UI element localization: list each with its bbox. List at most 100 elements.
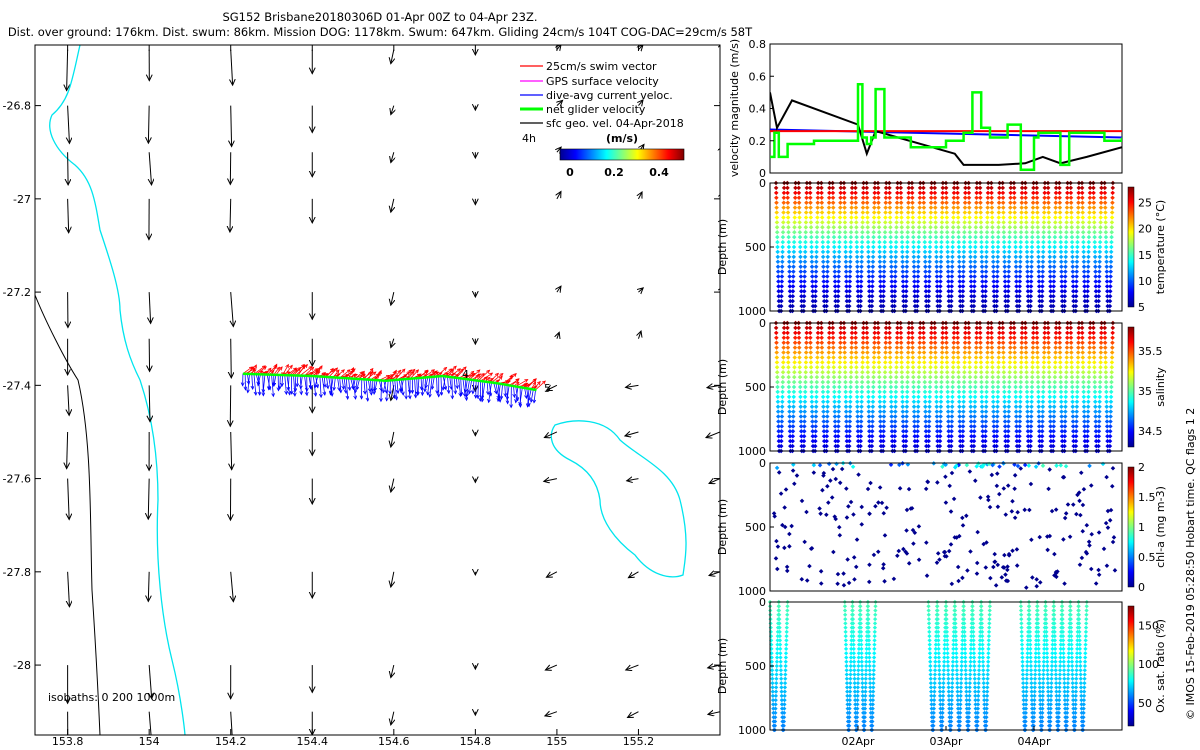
profile-sample [802, 269, 808, 274]
dac-vector [282, 374, 283, 386]
dac-vector [461, 378, 462, 395]
swim-vector [332, 370, 339, 378]
geo-vector [230, 711, 233, 735]
profile-sample [779, 289, 784, 294]
profile-sample [844, 293, 850, 299]
profile-sample [802, 279, 807, 284]
profile-sample [791, 259, 796, 265]
dac-vector [383, 380, 387, 393]
profile-sample [813, 293, 818, 299]
coastline [49, 45, 186, 735]
dac-vector [374, 379, 375, 394]
profile-sample [892, 284, 898, 289]
profile-sample [922, 259, 928, 265]
profile-sample [824, 289, 830, 294]
profile-sample [787, 289, 793, 294]
dac-vector [258, 374, 261, 385]
profile-sample [893, 254, 899, 260]
profile-sample [900, 279, 906, 284]
profile-sample [859, 274, 864, 279]
dac-vector [397, 379, 398, 393]
profile-sample [855, 289, 861, 294]
swim-vector [464, 371, 474, 380]
profile-sample [867, 289, 872, 294]
legend-dac: dive-avg current veloc. [546, 89, 673, 102]
swim-vector [251, 365, 257, 375]
geo-vector [546, 571, 558, 577]
dac-vector [338, 377, 340, 391]
profile-sample [844, 274, 849, 279]
profile-sample [779, 264, 785, 269]
geo-vector [149, 665, 152, 699]
map-ytick-label: -27 [13, 193, 31, 206]
profile-sample [824, 284, 830, 289]
dac-vector [456, 377, 457, 389]
profile-sample [779, 274, 785, 279]
profile-sample [832, 269, 838, 274]
profile-sample [813, 274, 819, 279]
dac-vector [498, 383, 501, 401]
geo-vector [709, 479, 720, 484]
swim-vector [405, 369, 415, 380]
profile-sample [798, 269, 804, 274]
dac-vector [366, 379, 368, 401]
geo-vector [391, 338, 394, 348]
profile-sample [904, 279, 909, 284]
swim-vector [526, 379, 536, 389]
swim-vector [376, 371, 381, 381]
profile-sample [900, 264, 905, 269]
profile-sample [870, 279, 875, 284]
profile-sample [916, 259, 921, 265]
profile-sample [869, 293, 875, 299]
profile-sample [904, 274, 909, 279]
profile-sample [867, 298, 872, 304]
colorbar-tick-label: 0.5 [1138, 551, 1156, 564]
profile-ytick-label: 500 [745, 381, 766, 394]
profile-sample [813, 289, 818, 294]
profile-sample [855, 269, 860, 274]
profile-sample [821, 279, 826, 284]
profile-sample [846, 303, 852, 309]
profile-sample [791, 269, 796, 274]
dac-vector [375, 380, 378, 391]
profile-colorbar-label: chl-a (mg m-3) [1154, 486, 1167, 568]
profile-colorbar [1127, 186, 1135, 308]
profile-sample [889, 274, 894, 279]
dac-vector [253, 374, 256, 395]
geo-vector [638, 331, 641, 339]
profile-sample [926, 279, 932, 284]
profile-sample [881, 293, 886, 299]
geo-vector [628, 571, 639, 578]
profile-sample [809, 264, 815, 269]
profile-sample [847, 264, 853, 269]
profile-sample [858, 279, 864, 284]
profile-sample [915, 289, 920, 294]
geo-vector [625, 432, 639, 436]
profile-sample [809, 254, 815, 260]
swim-vector [533, 382, 540, 390]
profile-sample [923, 269, 928, 274]
map-ytick-label: -27.2 [3, 286, 31, 299]
profile-sample [859, 259, 864, 265]
profile-sample [904, 284, 909, 289]
title-line-1: SG152 Brisbane20180306D 01-Apr 00Z to 04… [222, 10, 538, 24]
dac-vector [507, 384, 508, 404]
profile-sample [799, 298, 804, 304]
map-xtick-label: 154 [139, 735, 160, 748]
dac-vector [516, 386, 519, 403]
profile-sample [878, 284, 883, 289]
dac-vector [450, 376, 452, 389]
profile-sample [810, 289, 815, 294]
dac-vector [301, 375, 303, 389]
swim-vector [495, 376, 502, 384]
dac-vector [441, 376, 442, 395]
profile-sample [889, 298, 895, 304]
geo-vector [231, 431, 232, 470]
profile-sample [858, 298, 863, 304]
geo-vector [148, 571, 149, 602]
profile-sample [901, 293, 906, 299]
title-line-2: Dist. over ground: 176km. Dist. swum: 86… [7, 25, 753, 39]
